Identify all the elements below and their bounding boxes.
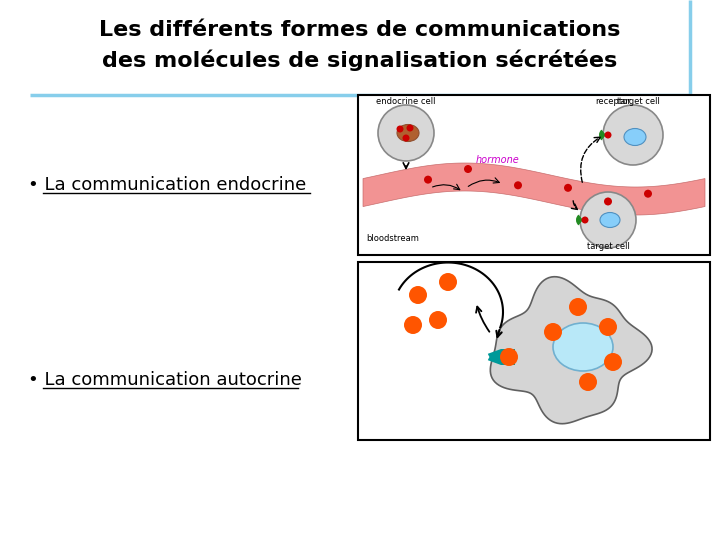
Circle shape: [378, 105, 434, 161]
Ellipse shape: [624, 129, 646, 145]
Circle shape: [424, 176, 432, 184]
Circle shape: [582, 217, 588, 224]
Ellipse shape: [553, 323, 613, 371]
Wedge shape: [488, 349, 515, 363]
Text: target cell: target cell: [587, 242, 629, 251]
Circle shape: [580, 192, 636, 248]
Text: • La communication endocrine: • La communication endocrine: [28, 176, 306, 194]
Circle shape: [409, 286, 427, 304]
Circle shape: [603, 105, 663, 165]
Text: bloodstream: bloodstream: [366, 234, 419, 243]
Wedge shape: [488, 351, 515, 365]
Ellipse shape: [600, 213, 620, 227]
Circle shape: [514, 181, 522, 190]
Text: • La communication autocrine: • La communication autocrine: [28, 371, 302, 389]
Circle shape: [402, 134, 410, 141]
Circle shape: [564, 184, 572, 192]
Polygon shape: [363, 163, 705, 215]
Ellipse shape: [397, 125, 419, 141]
Wedge shape: [576, 214, 583, 225]
Text: receptor: receptor: [595, 97, 631, 106]
Circle shape: [544, 323, 562, 341]
Circle shape: [429, 311, 447, 329]
Bar: [358, 262, 710, 440]
Circle shape: [605, 132, 611, 138]
Circle shape: [604, 198, 612, 205]
Circle shape: [397, 125, 403, 132]
Text: hormone: hormone: [476, 155, 520, 165]
Text: endocrine cell: endocrine cell: [377, 97, 436, 106]
Circle shape: [407, 125, 413, 132]
Circle shape: [599, 318, 617, 336]
Circle shape: [644, 190, 652, 198]
Circle shape: [579, 373, 597, 391]
Circle shape: [464, 165, 472, 173]
Circle shape: [439, 273, 457, 291]
Text: Les différents formes de communications: Les différents formes de communications: [99, 20, 621, 40]
Wedge shape: [599, 130, 606, 140]
Circle shape: [569, 298, 587, 316]
Text: target cell: target cell: [616, 97, 660, 106]
Bar: [358, 95, 710, 255]
Circle shape: [500, 348, 518, 366]
Circle shape: [604, 353, 622, 371]
Circle shape: [404, 316, 422, 334]
Polygon shape: [490, 276, 652, 424]
Text: des molécules de signalisation sécrétées: des molécules de signalisation sécrétées: [102, 49, 618, 71]
